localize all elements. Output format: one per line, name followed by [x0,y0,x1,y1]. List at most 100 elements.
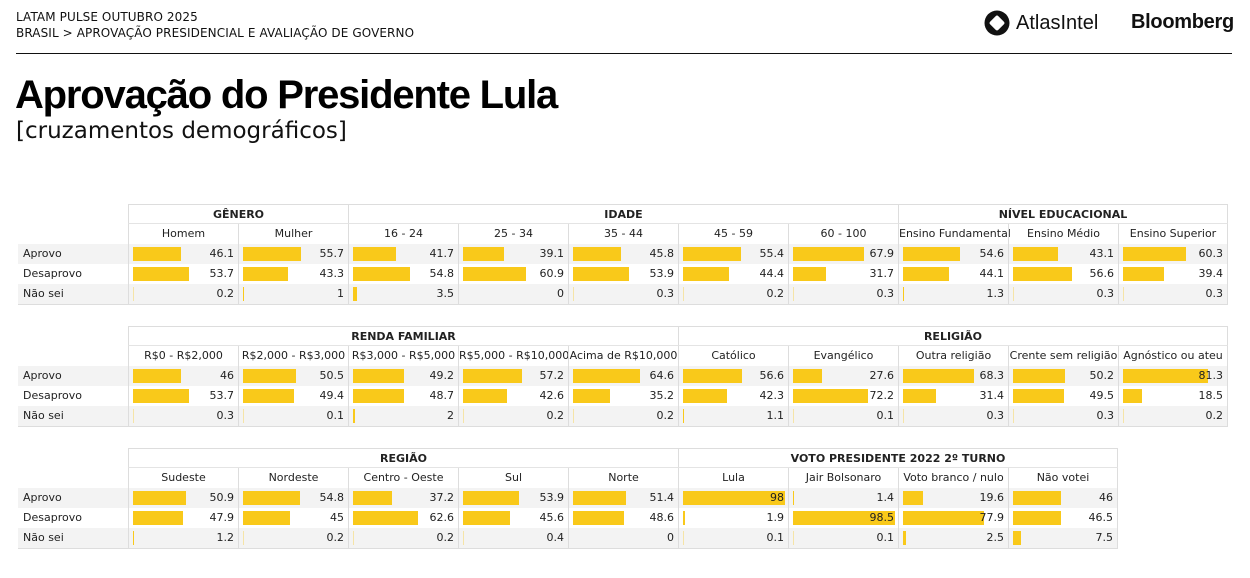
row-label: Desaprovo [23,511,82,524]
page-subtitle: [cruzamentos demográficos] [16,118,347,144]
data-cell: 2.5 [898,528,1008,548]
value-label: 57.2 [539,369,565,382]
value-label: 0.3 [1096,287,1115,300]
value-bar [683,511,685,525]
value-bar [353,491,392,505]
value-bar [573,511,624,525]
value-label: 48.7 [429,389,455,402]
value-bar [243,491,300,505]
value-bar [1013,389,1065,403]
value-label: 0.1 [876,531,895,544]
data-cell: 98.5 [788,508,898,528]
data-cell: 46.5 [1008,508,1118,528]
value-label: 7.5 [1095,531,1114,544]
value-bar [903,369,975,383]
value-bar [903,247,960,261]
value-bar [133,287,134,301]
value-label: 46 [220,369,234,382]
value-bar [463,409,464,423]
value-label: 0.3 [876,287,895,300]
data-cell: 0.1 [788,406,898,426]
survey-name: LATAM PULSE OUTUBRO 2025 [16,10,198,24]
value-bar [1123,267,1164,281]
column-header: Jair Bolsonaro [788,468,898,488]
value-bar [353,531,354,545]
value-label: 53.7 [209,267,235,280]
bloomberg-logo: Bloomberg [1131,11,1234,33]
column-header: Crente sem religião [1008,346,1118,366]
value-bar [133,389,189,403]
value-label: 0.3 [1096,409,1115,422]
row-label: Não sei [23,287,64,300]
data-cell: 46 [128,366,238,386]
value-bar [463,531,464,545]
data-cell: 54.6 [898,244,1008,264]
value-bar [463,247,504,261]
data-cell: 0 [458,284,568,304]
table-bottom-border [18,548,1118,549]
value-bar [463,389,508,403]
data-cell: 68.3 [898,366,1008,386]
value-bar [793,247,864,261]
row-label: Aprovo [23,491,62,504]
column-header: Evangélico [788,346,898,366]
data-cell: 55.7 [238,244,348,264]
value-bar [243,389,295,403]
value-bar [903,531,906,545]
data-cell: 0.3 [1118,284,1228,304]
value-label: 0.1 [876,409,895,422]
value-bar [573,409,574,423]
value-label: 42.6 [539,389,565,402]
data-cell: 56.6 [678,366,788,386]
value-bar [573,389,610,403]
value-label: 27.6 [869,369,895,382]
crosstab-block: Aprovo Desaprovo Não sei RENDA FAMILIAR R$0 … [18,326,1228,427]
data-cell: 7.5 [1008,528,1118,548]
group-header: RENDA FAMILIAR [128,326,678,346]
data-cell: 0.3 [1008,406,1118,426]
data-cell: 60.9 [458,264,568,284]
value-label: 42.3 [759,389,785,402]
value-label: 64.6 [649,369,675,382]
column-header: Mulher [238,224,348,244]
data-cell: 62.6 [348,508,458,528]
data-cell: 49.2 [348,366,458,386]
report-header: LATAM PULSE OUTUBRO 2025 BRASIL > APROVA… [16,9,414,41]
value-label: 72.2 [869,389,895,402]
value-label: 0.4 [546,531,565,544]
column-header: 45 - 59 [678,224,788,244]
column-header: R$0 - R$2,000 [128,346,238,366]
value-bar [1013,409,1014,423]
value-bar [1123,287,1124,301]
value-bar [683,389,727,403]
row-label: Não sei [23,531,64,544]
value-label: 43.1 [1089,247,1115,260]
value-bar [243,409,244,423]
value-label: 50.9 [209,491,235,504]
value-bar [243,369,296,383]
breadcrumb: BRASIL > APROVAÇÃO PRESIDENCIAL E AVALIA… [16,26,415,40]
value-bar [1013,531,1021,545]
data-cell: 18.5 [1118,386,1228,406]
data-cell: 48.6 [568,508,678,528]
value-label: 68.3 [979,369,1005,382]
data-cell: 39.1 [458,244,568,264]
value-bar [1123,369,1208,383]
data-cell: 1.3 [898,284,1008,304]
value-label: 50.2 [1089,369,1115,382]
value-bar [463,267,527,281]
value-label: 18.5 [1198,389,1224,402]
data-cell: 0.2 [458,406,568,426]
data-cell: 81.3 [1118,366,1228,386]
value-label: 0.2 [766,287,785,300]
value-label: 44.4 [759,267,785,280]
value-bar [573,267,630,281]
value-label: 56.6 [759,369,785,382]
value-label: 39.4 [1198,267,1224,280]
value-label: 51.4 [649,491,675,504]
data-cell: 0.2 [568,406,678,426]
value-label: 67.9 [869,247,895,260]
value-bar [463,491,520,505]
value-label: 46.5 [1088,511,1114,524]
value-label: 53.7 [209,389,235,402]
